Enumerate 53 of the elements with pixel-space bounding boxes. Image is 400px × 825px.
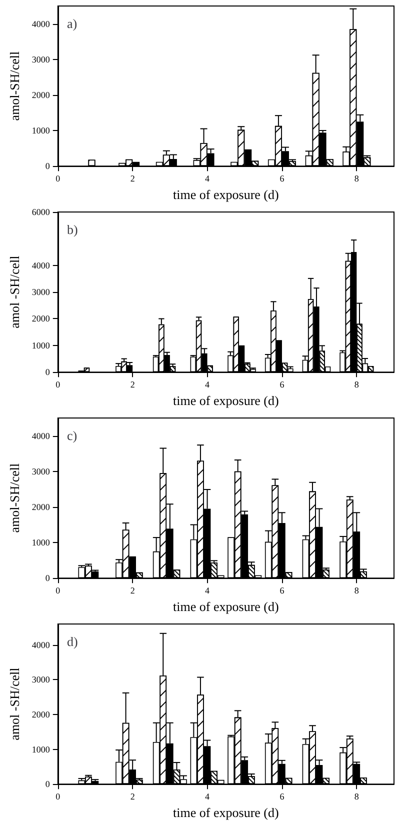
x-axis-title: time of exposure (d) [173, 393, 279, 408]
text: c) [67, 428, 78, 443]
text: d) [67, 634, 78, 649]
y-tick-label: 3000 [32, 466, 50, 476]
y-tick-label: 2000 [32, 709, 50, 720]
x-tick-label: 4 [205, 586, 210, 596]
y-tick-label: 1000 [32, 744, 50, 754]
x-tick-label: 2 [130, 174, 135, 184]
y-tick-label: 1000 [32, 126, 50, 136]
text: a) [67, 16, 78, 31]
x-tick-label: 6 [280, 792, 285, 802]
x-axis-title: time of exposure (d) [173, 187, 279, 202]
x-tick-label: 0 [56, 792, 61, 802]
y-axis-title: amol -SH/cell [7, 255, 22, 328]
y-tick-label: 3000 [32, 674, 50, 685]
x-tick-label: 8 [354, 586, 360, 596]
y-tick-label: 0 [45, 573, 50, 584]
x-tick-label: 6 [280, 380, 285, 390]
y-tick-label: 3000 [32, 287, 50, 298]
x-tick-label: 0 [56, 586, 61, 596]
x-tick-label: 2 [130, 792, 135, 802]
y-tick-label: 0 [45, 367, 50, 378]
x-tick-label: 0 [56, 174, 61, 184]
y-axis-title: amol -SH/cell [7, 667, 22, 740]
x-axis-title: time of exposure (d) [173, 805, 279, 820]
x-axis-title: time of exposure (d) [173, 599, 279, 614]
x-tick-label: 4 [205, 174, 210, 184]
y-tick-label: 4000 [32, 260, 50, 270]
y-tick-label: 1000 [32, 538, 50, 548]
text: b) [67, 222, 78, 237]
y-tick-label: 2000 [32, 314, 50, 324]
y-tick-label: 4000 [32, 640, 50, 650]
x-tick-label: 2 [130, 380, 135, 390]
y-tick-label: 3000 [32, 54, 50, 64]
x-tick-label: 4 [205, 792, 210, 802]
x-tick-label: 2 [130, 586, 135, 596]
x-tick-label: 6 [280, 586, 285, 596]
y-tick-label: 4000 [32, 430, 50, 441]
y-tick-label: 1000 [32, 340, 50, 350]
x-tick-label: 4 [205, 380, 210, 390]
y-tick-label: 6000 [32, 207, 50, 217]
y-tick-label: 2000 [32, 502, 50, 512]
x-tick-label: 0 [56, 380, 61, 390]
y-tick-label: 2000 [32, 90, 50, 100]
y-tick-label: 0 [45, 779, 50, 790]
y-axis-title: amol-SH/cell [7, 463, 22, 533]
y-tick-label: 4000 [32, 18, 50, 29]
x-tick-label: 8 [354, 792, 360, 802]
x-tick-label: 8 [354, 380, 360, 390]
y-tick-label: 0 [45, 161, 50, 172]
y-axis-title: amol-SH/cell [7, 51, 22, 121]
x-tick-label: 8 [354, 174, 360, 184]
x-tick-label: 6 [280, 174, 285, 184]
